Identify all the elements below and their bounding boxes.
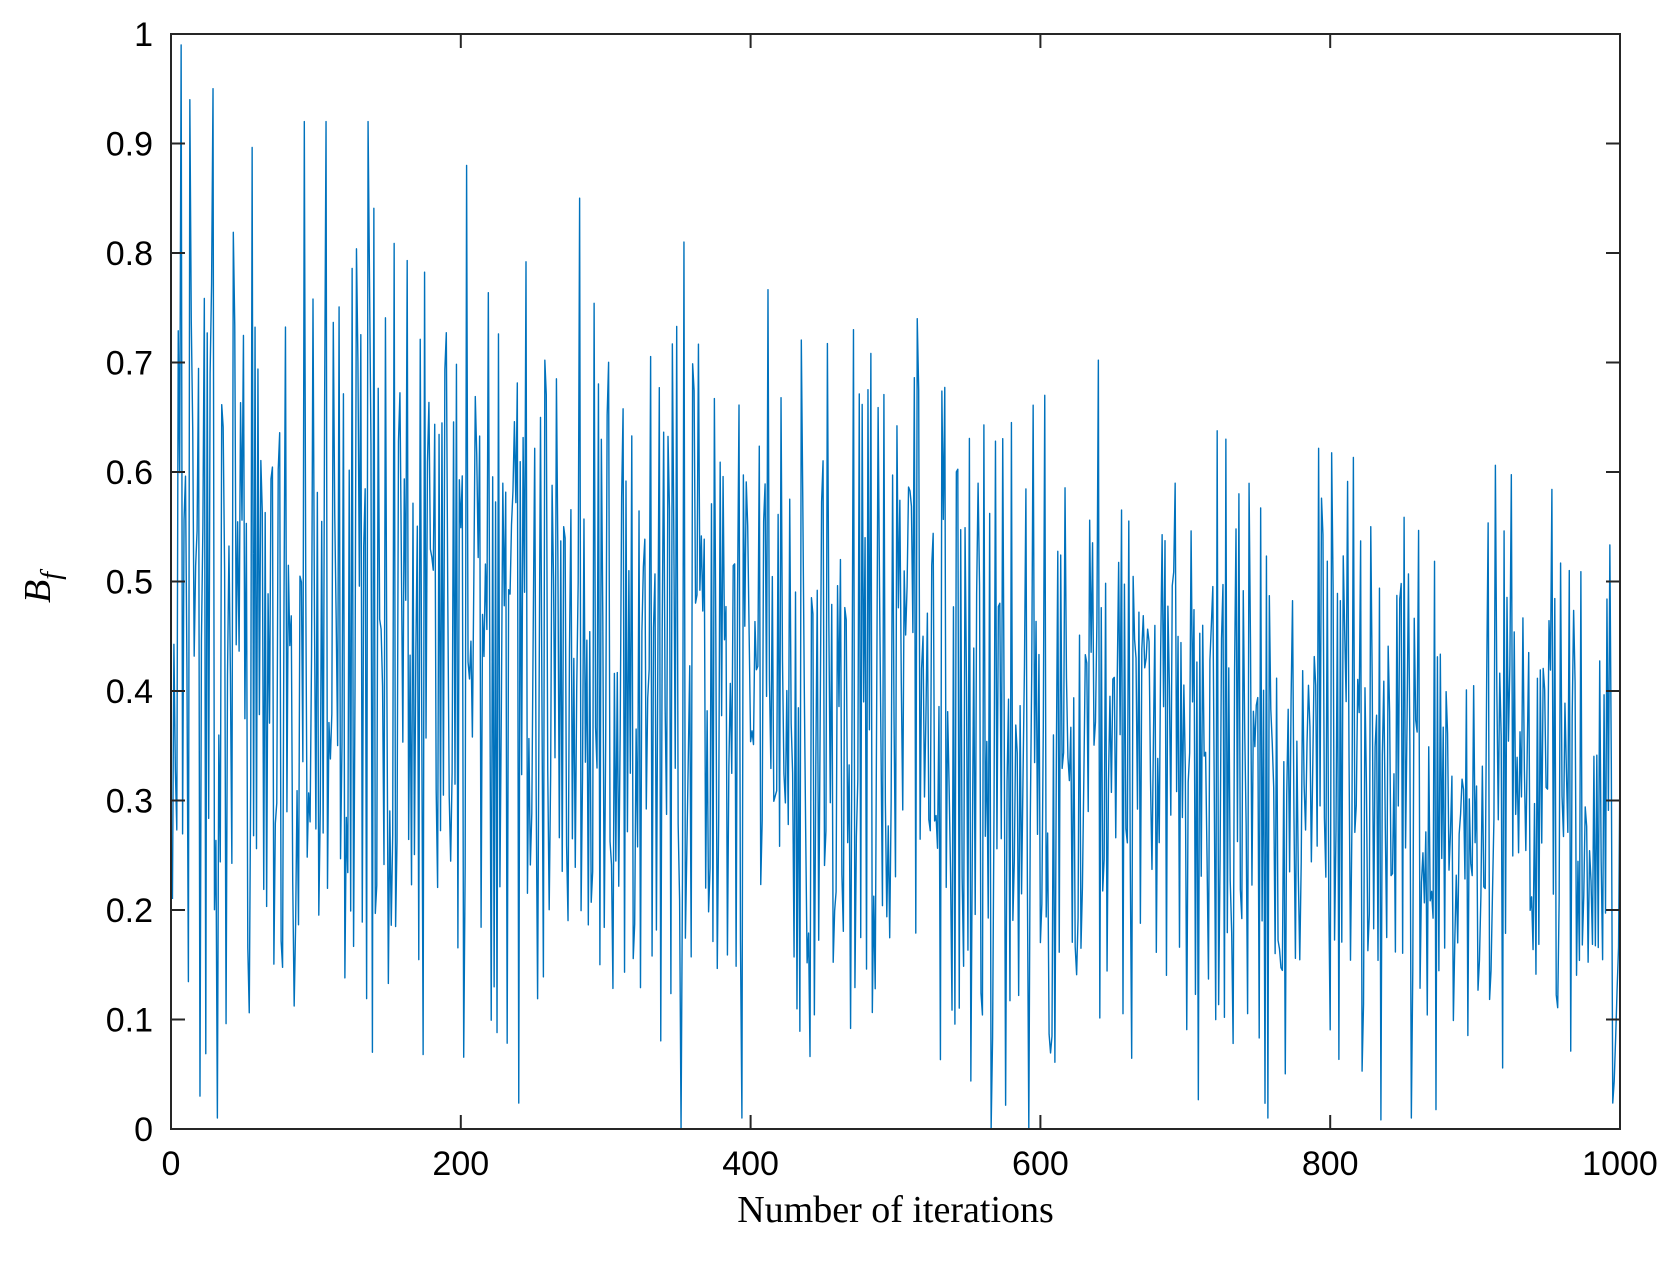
series-line <box>171 44 1621 1130</box>
x-tick-label: 0 <box>162 1145 181 1183</box>
y-tick-label: 0.8 <box>106 235 153 273</box>
axis-ticks: 0 200 400 600 800 1000 0 0.1 0.2 0.3 0.4 0.5 0.6 0.7 0… <box>106 16 1658 1183</box>
y-tick-label: 0 <box>134 1111 153 1149</box>
y-axis-label-subscript: f <box>36 569 67 580</box>
y-tick-label: 0.4 <box>106 673 153 711</box>
y-tick-label: 0.7 <box>106 345 153 383</box>
x-axis-label: Number of iterations <box>737 1189 1054 1231</box>
x-tick-label: 600 <box>1012 1145 1069 1183</box>
y-tick-label: 0.3 <box>106 783 153 821</box>
x-tick-label: 200 <box>432 1145 489 1183</box>
y-axis-label-main: B <box>17 580 59 603</box>
y-tick-label: 0.2 <box>106 892 153 930</box>
y-tick-label: 0.9 <box>106 126 153 164</box>
y-tick-label: 1 <box>134 16 153 54</box>
y-tick-label: 0.6 <box>106 454 153 492</box>
x-tick-label: 800 <box>1302 1145 1359 1183</box>
series-layer <box>171 44 1621 1130</box>
y-axis-label: Bf <box>17 569 67 603</box>
y-tick-label: 0.1 <box>106 1002 153 1040</box>
x-tick-label: 400 <box>722 1145 779 1183</box>
x-tick-label: 1000 <box>1582 1145 1658 1183</box>
y-tick-label: 0.5 <box>106 564 153 602</box>
